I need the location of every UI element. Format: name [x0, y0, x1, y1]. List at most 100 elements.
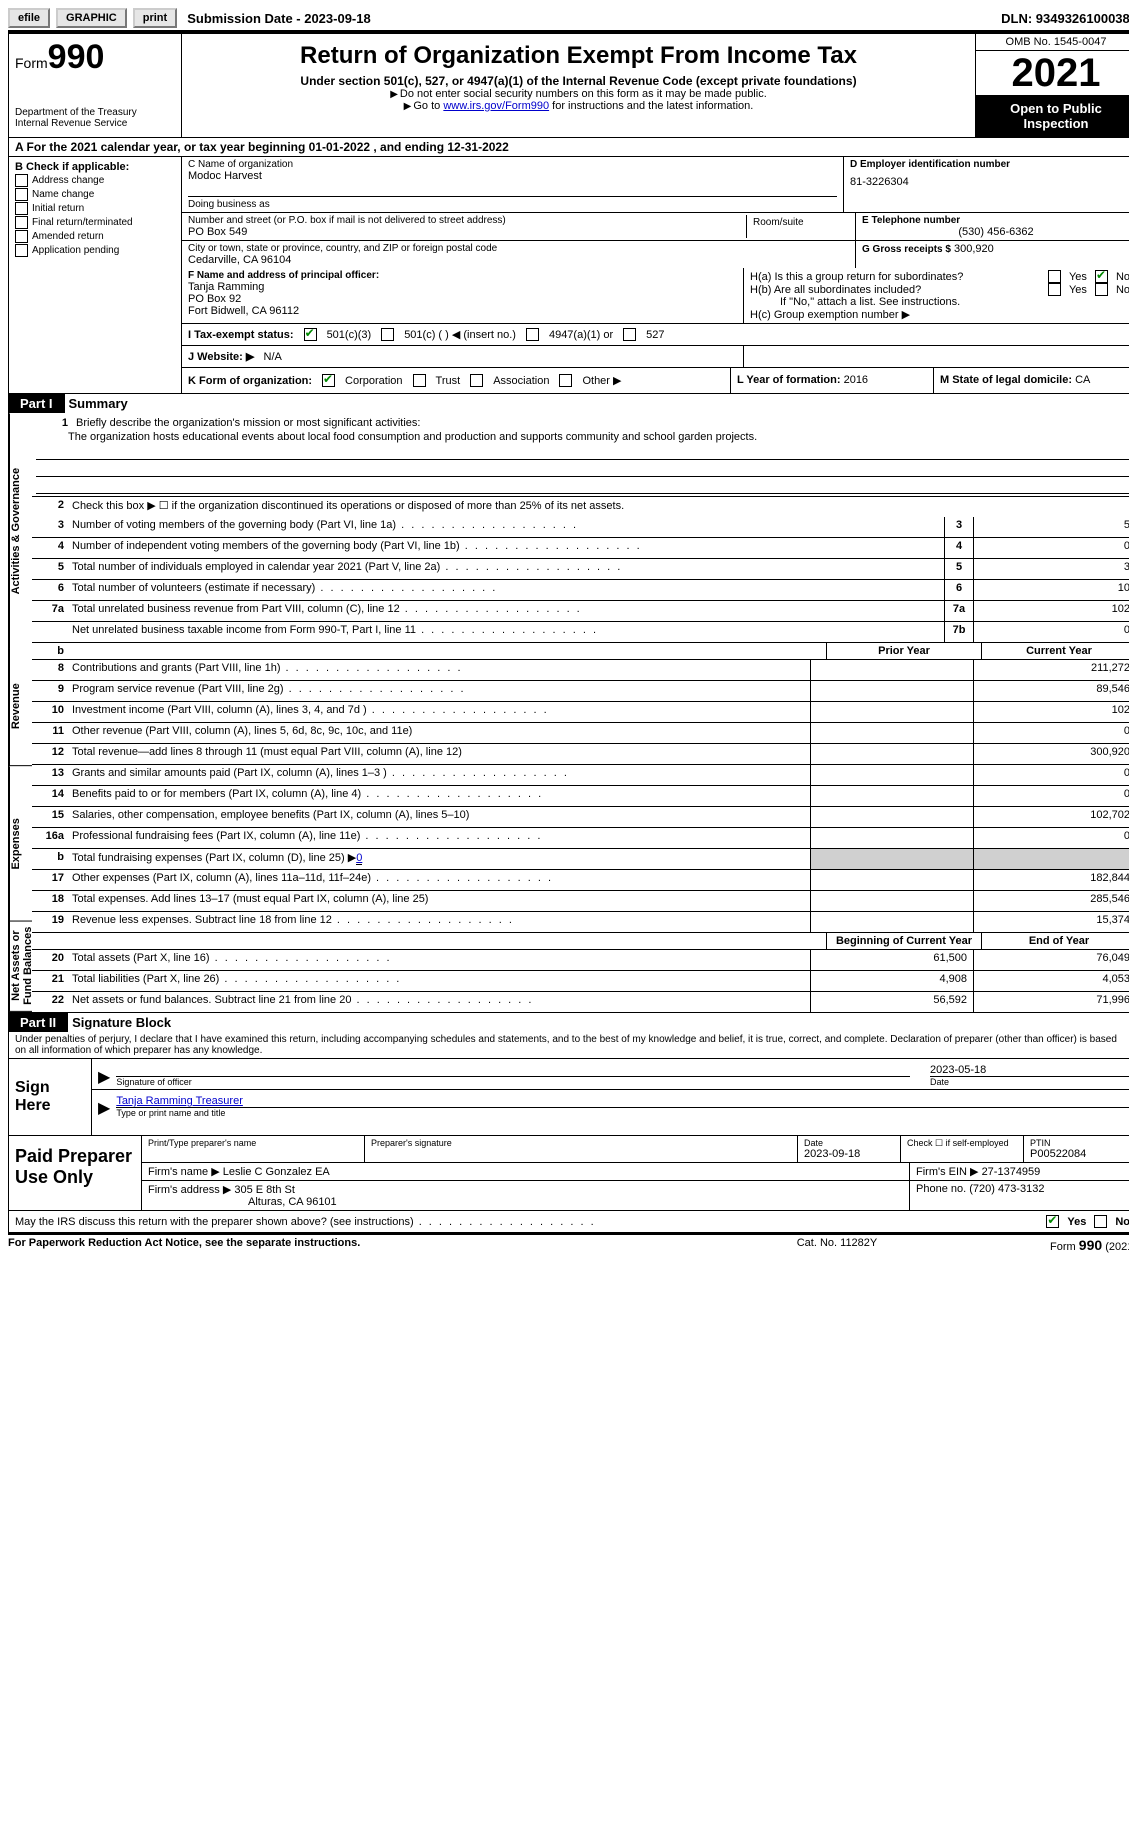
signature-section: Under penalties of perjury, I declare th… [8, 1032, 1129, 1233]
officer-block: F Name and address of principal officer:… [182, 268, 744, 323]
arrow-icon: ▶ [98, 1098, 110, 1118]
initial-return-checkbox[interactable] [15, 202, 28, 215]
line1-mission: 1Briefly describe the organization's mis… [32, 413, 1129, 497]
ssn-note: Do not enter social security numbers on … [188, 88, 969, 100]
part2-header: Part II Signature Block [8, 1013, 1129, 1032]
ha-yes-checkbox[interactable] [1048, 270, 1061, 283]
self-employed-cell: Check ☐ if self-employed [901, 1136, 1024, 1162]
graphic-button[interactable]: GRAPHIC [56, 8, 127, 28]
instructions-link[interactable]: www.irs.gov/Form990 [443, 100, 549, 112]
line8-prior [810, 660, 973, 680]
line4: Number of independent voting members of … [68, 538, 944, 558]
line10: Investment income (Part VIII, column (A)… [68, 702, 810, 722]
irs-label: Internal Revenue Service [15, 118, 175, 129]
dln: DLN: 93493261000383 [1001, 11, 1129, 26]
part1-body: Activities & Governance Revenue Expenses… [8, 413, 1129, 1013]
527-checkbox[interactable] [623, 328, 636, 341]
line21-end: 4,053 [973, 971, 1129, 991]
officer-name-field: Tanja Ramming TreasurerType or print nam… [116, 1095, 1129, 1118]
address-change-checkbox[interactable] [15, 174, 28, 187]
catalog-number: Cat. No. 11282Y [737, 1237, 937, 1253]
discuss-row: May the IRS discuss this return with the… [9, 1210, 1129, 1232]
officer-signature-field[interactable]: Signature of officer [116, 1076, 910, 1087]
arrow-icon: ▶ [98, 1067, 110, 1087]
4947-checkbox[interactable] [526, 328, 539, 341]
firm-address-cell: Firm's address ▶ 305 E 8th StAlturas, CA… [142, 1181, 910, 1210]
line18: Total expenses. Add lines 13–17 (must eq… [68, 891, 810, 911]
submission-date: Submission Date - 2023-09-18 [187, 11, 371, 26]
print-button[interactable]: print [133, 8, 177, 28]
501c-checkbox[interactable] [381, 328, 394, 341]
form-header: Form990 Department of the Treasury Inter… [8, 32, 1129, 138]
line17: Other expenses (Part IX, column (A), lin… [68, 870, 810, 890]
line2: Check this box ▶ ☐ if the organization d… [68, 497, 1129, 517]
line13: Grants and similar amounts paid (Part IX… [68, 765, 810, 785]
association-checkbox[interactable] [470, 374, 483, 387]
prior-year-header: Prior Year [826, 643, 981, 659]
firm-ein-cell: Firm's EIN ▶ 27-1374959 [910, 1163, 1129, 1180]
501c3-checkbox[interactable] [304, 328, 317, 341]
hb-yes-checkbox[interactable] [1048, 283, 1061, 296]
section-b: B Check if applicable: Address change Na… [9, 157, 182, 393]
line20: Total assets (Part X, line 16) [68, 950, 810, 970]
hb-no-checkbox[interactable] [1095, 283, 1108, 296]
trust-checkbox[interactable] [413, 374, 426, 387]
gross-receipts: G Gross receipts $ 300,920 [856, 241, 1129, 257]
line18-current: 285,546 [973, 891, 1129, 911]
firm-name-cell: Firm's name ▶ Leslie C Gonzalez EA [142, 1163, 910, 1180]
current-year-header: Current Year [981, 643, 1129, 659]
line7b: Net unrelated business taxable income fr… [68, 622, 944, 642]
corporation-checkbox[interactable] [322, 374, 335, 387]
line21-begin: 4,908 [810, 971, 973, 991]
line17-current: 182,844 [973, 870, 1129, 890]
paperwork-notice: For Paperwork Reduction Act Notice, see … [8, 1237, 737, 1253]
line9-current: 89,546 [973, 681, 1129, 701]
penalties-text: Under penalties of perjury, I declare th… [9, 1032, 1129, 1059]
website-row: J Website: ▶ N/A [182, 346, 744, 367]
ha-no-checkbox[interactable] [1095, 270, 1108, 283]
form-title: Return of Organization Exempt From Incom… [188, 42, 969, 70]
line9: Program service revenue (Part VIII, line… [68, 681, 810, 701]
line16b: Total fundraising expenses (Part IX, col… [68, 849, 810, 869]
other-checkbox[interactable] [559, 374, 572, 387]
omb-number: OMB No. 1545-0047 [976, 34, 1129, 51]
line10-current: 102 [973, 702, 1129, 722]
preparer-sig-cell: Preparer's signature [365, 1136, 798, 1162]
app-pending-checkbox[interactable] [15, 244, 28, 257]
line22-begin: 56,592 [810, 992, 973, 1012]
line5-value: 3 [973, 559, 1129, 579]
street-block: Number and street (or P.O. box if mail i… [188, 215, 746, 238]
amended-return-checkbox[interactable] [15, 230, 28, 243]
sign-here-label: Sign Here [9, 1059, 92, 1135]
phone-block: E Telephone number (530) 456-6362 [856, 213, 1129, 241]
line5: Total number of individuals employed in … [68, 559, 944, 579]
part1-header: Part I Summary [8, 394, 1129, 413]
section-a: A For the 2021 calendar year, or tax yea… [8, 138, 1129, 157]
line3-value: 5 [973, 517, 1129, 537]
line15: Salaries, other compensation, employee b… [68, 807, 810, 827]
department-label: Department of the Treasury [15, 107, 175, 118]
line15-current: 102,702 [973, 807, 1129, 827]
city-block: City or town, state or province, country… [188, 243, 849, 266]
end-year-header: End of Year [981, 933, 1129, 949]
line6-value: 10 [973, 580, 1129, 600]
line22: Net assets or fund balances. Subtract li… [68, 992, 810, 1012]
firm-phone-cell: Phone no. (720) 473-3132 [910, 1181, 1129, 1210]
discuss-yes-checkbox[interactable] [1046, 1215, 1059, 1228]
line3: Number of voting members of the governin… [68, 517, 944, 537]
line7b-value: 0 [973, 622, 1129, 642]
discuss-no-checkbox[interactable] [1094, 1215, 1107, 1228]
final-return-checkbox[interactable] [15, 216, 28, 229]
top-bar: efile GRAPHIC print Submission Date - 20… [8, 8, 1129, 32]
ptin-cell: PTINP00522084 [1024, 1136, 1129, 1162]
org-form-row: K Form of organization: Corporation Trus… [182, 368, 731, 393]
efile-button[interactable]: efile [8, 8, 50, 28]
line14-current: 0 [973, 786, 1129, 806]
ein-value: 81-3226304 [850, 176, 1129, 188]
preparer-name-cell: Print/Type preparer's name [142, 1136, 365, 1162]
paid-preparer-label: Paid Preparer Use Only [9, 1136, 142, 1210]
line4-value: 0 [973, 538, 1129, 558]
name-change-checkbox[interactable] [15, 188, 28, 201]
line7a: Total unrelated business revenue from Pa… [68, 601, 944, 621]
line11: Other revenue (Part VIII, column (A), li… [68, 723, 810, 743]
